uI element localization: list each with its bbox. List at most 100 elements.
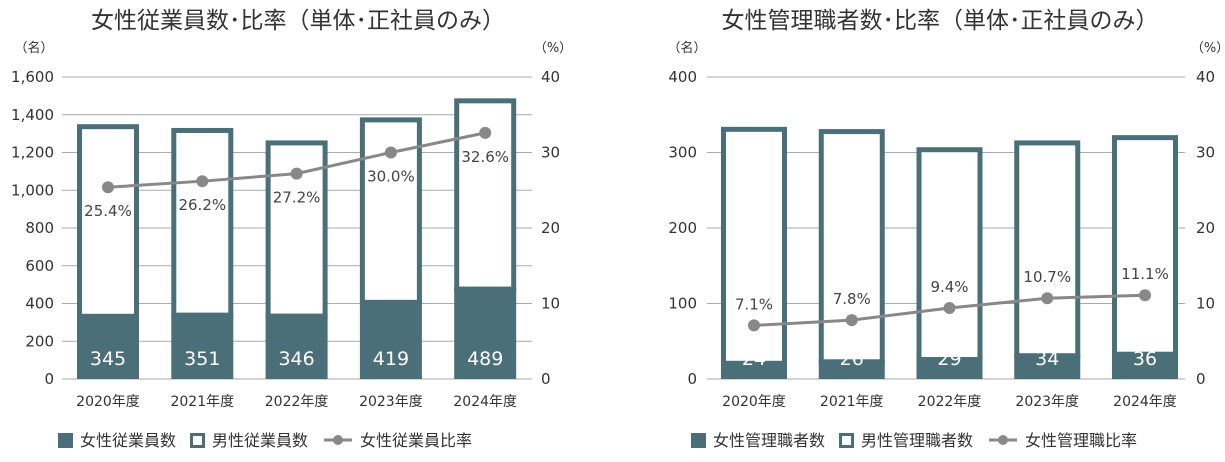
y2-tick-label: 0 xyxy=(1196,370,1206,388)
legend-swatch-dot xyxy=(998,435,1008,445)
bar-value-label: 26 xyxy=(840,348,864,370)
y-tick-label: 400 xyxy=(25,295,54,313)
bar-value-label: 34 xyxy=(1035,348,1059,370)
bar-female-1 xyxy=(721,360,787,379)
bar-value-label: 489 xyxy=(467,348,503,370)
y-tick-label: 400 xyxy=(668,68,697,86)
y2-tick-label: 40 xyxy=(541,68,560,86)
ratio-point-4 xyxy=(1041,292,1054,305)
y-tick-label: 0 xyxy=(44,370,54,388)
y2-tick-label: 10 xyxy=(1196,295,1215,313)
bar-female-1 xyxy=(77,313,139,379)
y2-tick-label: 30 xyxy=(541,144,560,162)
ratio-label: 10.7% xyxy=(1023,268,1071,286)
bar-male-4 xyxy=(1014,140,1081,359)
ratio-point-5 xyxy=(479,126,492,139)
bar-female-3 xyxy=(916,357,983,379)
ratio-point-1 xyxy=(102,181,114,194)
right-axis-unit: （%） xyxy=(1191,41,1225,56)
chart-title: 女性従業員数･比率（単体･正社員のみ） xyxy=(91,8,505,34)
ratio-point-4 xyxy=(384,146,397,159)
ratio-label: 30.0% xyxy=(367,168,415,186)
bar-female-2 xyxy=(818,359,885,379)
ratio-point-3 xyxy=(943,302,956,315)
y-tick-label: 1,600 xyxy=(11,68,54,86)
ratio-label: 11.1% xyxy=(1121,265,1169,283)
chart-1: 女性従業員数･比率（単体･正社員のみ）（名） （%）02004006008001,… xyxy=(11,8,572,450)
legend: 女性従業員数 男性従業員数 女性従業員比率 xyxy=(58,431,472,450)
ratio-point-2 xyxy=(845,314,858,327)
bar-female-4 xyxy=(359,299,422,379)
x-tick-label: 2021年度 xyxy=(820,394,884,410)
bar-female-5 xyxy=(454,286,517,379)
legend-swatch-filled xyxy=(58,433,73,448)
right-axis-unit: （%） xyxy=(534,41,572,56)
y2-tick-label: 20 xyxy=(541,219,560,237)
y2-tick-label: 20 xyxy=(1196,219,1215,237)
ratio-label: 7.8% xyxy=(833,290,871,308)
y-tick-label: 200 xyxy=(25,332,54,350)
ratio-point-1 xyxy=(748,319,760,332)
legend-swatch-outline xyxy=(839,433,854,448)
y-tick-label: 600 xyxy=(25,257,54,275)
bar-female-5 xyxy=(1112,351,1178,379)
bar-female-3 xyxy=(265,313,328,379)
ratio-point-2 xyxy=(196,175,209,188)
ratio-label: 9.4% xyxy=(930,278,968,296)
y-tick-label: 0 xyxy=(687,370,697,388)
ratio-label: 25.4% xyxy=(84,202,132,220)
bar-male-2 xyxy=(171,127,234,318)
legend-label: 男性従業員数 xyxy=(212,431,308,450)
x-tick-label: 2022年度 xyxy=(918,394,982,410)
x-tick-label: 2020年度 xyxy=(76,394,140,410)
legend-swatch-dot xyxy=(333,435,343,445)
left-axis-unit: （名） xyxy=(14,40,53,56)
legend-swatch-outline xyxy=(190,433,205,448)
y-tick-label: 800 xyxy=(25,219,54,237)
x-tick-label: 2022年度 xyxy=(265,394,329,410)
x-tick-label: 2024年度 xyxy=(453,394,517,410)
left-axis-unit: （名） xyxy=(667,40,706,56)
x-tick-label: 2024年度 xyxy=(1113,394,1177,410)
bar-value-label: 29 xyxy=(937,348,961,370)
y2-tick-label: 10 xyxy=(541,295,560,313)
legend: 女性管理職者数 男性管理職者数 女性管理職比率 xyxy=(691,431,1137,450)
ratio-point-3 xyxy=(290,167,303,180)
bar-value-label: 346 xyxy=(278,348,314,370)
legend-label: 女性従業員比率 xyxy=(360,431,472,450)
bar-value-label: 24 xyxy=(742,348,766,370)
x-tick-label: 2021年度 xyxy=(170,394,234,410)
y-tick-label: 1,400 xyxy=(11,106,54,124)
bar-male-1 xyxy=(77,124,139,319)
bar-value-label: 345 xyxy=(90,348,126,370)
y-tick-label: 300 xyxy=(668,144,697,162)
y-tick-label: 1,000 xyxy=(11,181,54,199)
ratio-label: 32.6% xyxy=(461,148,509,166)
y-tick-label: 100 xyxy=(668,295,697,313)
bar-female-2 xyxy=(171,312,234,379)
y-tick-label: 200 xyxy=(668,219,697,237)
bar-value-label: 419 xyxy=(373,348,409,370)
ratio-label: 26.2% xyxy=(178,196,226,214)
bar-male-5 xyxy=(1112,135,1178,357)
bar-value-label: 36 xyxy=(1133,348,1157,370)
bar-male-2 xyxy=(818,129,885,365)
bar-male-3 xyxy=(916,147,983,363)
y-tick-label: 1,200 xyxy=(11,144,54,162)
chart-title: 女性管理職者数･比率（単体･正社員のみ） xyxy=(722,8,1159,34)
bar-value-label: 351 xyxy=(184,348,220,370)
x-tick-label: 2023年度 xyxy=(359,394,423,410)
x-tick-label: 2023年度 xyxy=(1015,394,1079,410)
y2-tick-label: 0 xyxy=(541,370,551,388)
y2-tick-label: 40 xyxy=(1196,68,1215,86)
legend-swatch-filled xyxy=(691,433,706,448)
ratio-point-5 xyxy=(1139,289,1151,302)
y2-tick-label: 30 xyxy=(1196,144,1215,162)
legend-label: 男性管理職者数 xyxy=(861,431,973,450)
ratio-label: 27.2% xyxy=(273,189,321,207)
chart-2: 女性管理職者数･比率（単体･正社員のみ） （名） （%） 0 100 200 300 400 0… xyxy=(667,8,1225,450)
bar-female-4 xyxy=(1014,353,1081,379)
legend-label: 女性管理職比率 xyxy=(1025,431,1137,450)
legend-label: 女性従業員数 xyxy=(80,431,176,450)
